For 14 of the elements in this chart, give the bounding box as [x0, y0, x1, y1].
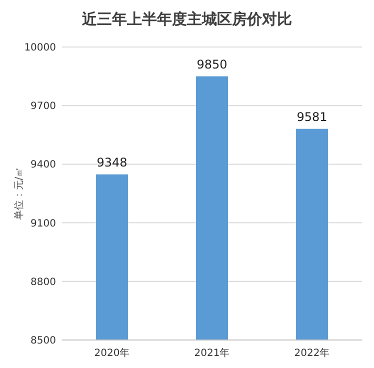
data-label: 9348 — [96, 155, 128, 170]
chart-title: 近三年上半年度主城区房价对比 — [81, 10, 292, 28]
x-tick-label: 2020年 — [94, 347, 130, 359]
data-label: 9581 — [296, 110, 328, 124]
y-tick-label: 9100 — [30, 218, 56, 230]
y-axis-title: 单位：元/㎡ — [13, 166, 25, 220]
y-tick-label: 10000 — [24, 42, 56, 54]
x-tick-label: 2021年 — [194, 347, 230, 359]
data-label: 9850 — [196, 57, 228, 72]
y-tick-label: 8500 — [30, 336, 56, 346]
y-tick-label: 9700 — [30, 101, 56, 112]
y-tick-label: 8800 — [30, 276, 56, 288]
y-tick-label: 9400 — [30, 160, 56, 171]
x-tick-label: 2022年 — [294, 347, 330, 359]
